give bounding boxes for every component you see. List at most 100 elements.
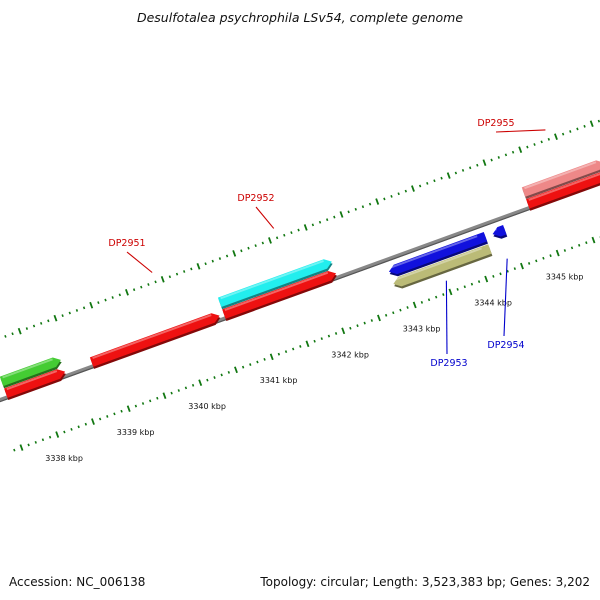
gene-label-DP2951: DP2951 — [108, 238, 153, 273]
gene-highlight — [224, 271, 329, 312]
minus-ruler-tick — [442, 293, 445, 296]
plus-ruler-tick — [17, 327, 22, 335]
minus-ruler-tick — [520, 262, 524, 270]
gene-highlight — [524, 161, 597, 190]
plus-ruler-tick — [361, 205, 365, 209]
minus-ruler-tick — [13, 448, 16, 452]
gene-arrow — [222, 270, 337, 319]
plus-ruler-tick — [533, 143, 536, 146]
minus-ruler-tick — [406, 306, 409, 309]
plus-ruler-tick — [290, 231, 293, 235]
plus-ruler-tick — [440, 176, 443, 180]
plus-ruler-tick — [154, 280, 157, 284]
gene-features — [0, 160, 600, 401]
plus-ruler-tick — [397, 192, 400, 196]
gene-DP2951 — [89, 313, 221, 369]
plus-ruler-tick — [97, 301, 100, 305]
plus-ruler-tick — [318, 220, 322, 224]
plus-ruler-tick — [104, 298, 107, 302]
tick-marks: 3338 kbp 3339 kbp 3340 kbp 3341 kbp 3342 kbp… — [4, 119, 600, 463]
minus-ruler-tick — [34, 440, 37, 444]
minus-ruler-tick — [513, 267, 516, 271]
gene-DP2953 — [388, 232, 488, 277]
minus-ruler-tick — [41, 438, 45, 442]
gene-DP2955 — [521, 160, 600, 199]
minus-ruler-tick — [535, 259, 538, 263]
minus-ruler-tick — [184, 386, 188, 390]
plus-ruler-tick — [47, 319, 50, 323]
ruler-label-3339: 3339 kbp — [117, 428, 155, 437]
minus-ruler-tick — [384, 313, 388, 317]
plus-ruler-tick — [232, 250, 237, 257]
plus-ruler-tick — [411, 185, 415, 192]
plus-ruler-tick — [589, 120, 594, 128]
plus-ruler-tick — [25, 327, 29, 330]
minus-ruler-tick — [63, 430, 66, 434]
callout-line — [495, 129, 546, 133]
gene-arrow — [0, 357, 61, 387]
plus-ruler-tick — [561, 132, 565, 136]
plus-ruler-tick — [303, 224, 308, 231]
gene-arrow — [388, 232, 488, 275]
minus-ruler-tick — [70, 427, 73, 431]
gene-highlight — [220, 260, 324, 300]
plus-ruler-tick — [404, 189, 407, 193]
plus-ruler-tick — [225, 254, 229, 258]
plus-ruler-tick — [446, 172, 451, 179]
minus-ruler-tick — [585, 241, 588, 245]
minus-ruler-tick — [91, 418, 95, 425]
gene-label-text: DP2954 — [487, 340, 524, 351]
plus-ruler-tick — [576, 127, 579, 131]
plus-ruler-tick — [218, 257, 222, 260]
minus-ruler-tick — [363, 321, 366, 325]
plus-ruler-tick — [53, 314, 58, 322]
minus-ruler-tick — [420, 300, 424, 304]
minus-ruler-tick — [463, 285, 466, 289]
minus-ruler-tick — [542, 256, 545, 260]
plus-ruler-tick — [125, 288, 129, 296]
plus-ruler-tick — [82, 306, 86, 310]
plus-ruler-tick — [261, 241, 264, 245]
minus-ruler-tick — [234, 366, 238, 374]
minus-ruler-tick — [555, 249, 560, 257]
gene-arrow — [492, 225, 507, 237]
minus-ruler-tick — [106, 415, 109, 418]
minus-ruler-tick — [170, 391, 173, 395]
gene-label-text: DP2953 — [430, 358, 467, 369]
plus-ruler-tick — [183, 270, 186, 273]
minus-ruler-tick — [98, 417, 102, 421]
plus-ruler-tick — [354, 207, 357, 211]
plus-ruler-tick — [168, 275, 172, 279]
ruler-label-3345: 3345 kbp — [546, 273, 584, 282]
callout-line — [126, 251, 153, 273]
plus-ruler-tick — [390, 194, 393, 198]
minus-ruler-tick — [134, 404, 138, 408]
plus-ruler-tick — [40, 321, 43, 325]
gene-arrow — [526, 172, 600, 209]
plus-ruler-tick — [32, 324, 36, 328]
accession-text: Accession: NC_006138 — [9, 575, 145, 589]
gene-highlight — [528, 173, 600, 201]
gene-arrow — [89, 313, 220, 367]
gene-labels: DP2951 DP2952 DP2953 DP2954 DP2955 — [108, 118, 546, 369]
plus-ruler-tick — [118, 293, 121, 297]
plus-ruler-tick — [254, 244, 257, 248]
plus-ruler-tick — [461, 169, 465, 172]
plus-ruler-tick — [311, 223, 315, 227]
minus-ruler-tick — [470, 282, 474, 286]
minus-ruler-tick — [435, 295, 438, 299]
minus-ruler-tick — [249, 363, 252, 366]
minus-ruler-tick — [377, 314, 381, 322]
plus-ruler-tick — [275, 236, 279, 240]
minus-ruler-tick — [370, 319, 373, 322]
minus-ruler-tick — [305, 340, 310, 348]
minus-ruler-tick — [48, 435, 52, 439]
map-title: Desulfotalea psychrophila LSv54, complet… — [137, 10, 463, 25]
plus-ruler-tick — [240, 249, 243, 253]
gene-highlight — [394, 247, 482, 281]
minus-ruler-tick — [177, 389, 180, 392]
plus-ruler-tick — [333, 215, 336, 219]
ruler-label-3341: 3341 kbp — [260, 376, 298, 385]
minus-ruler-tick — [484, 275, 489, 283]
